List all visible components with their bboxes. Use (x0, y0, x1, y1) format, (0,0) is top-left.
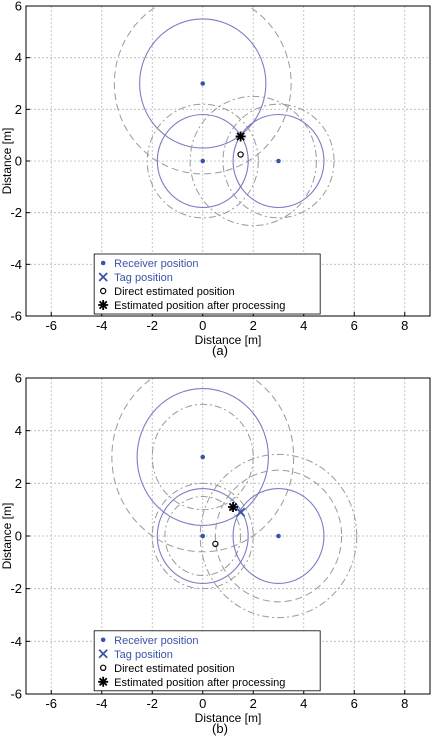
range-circle-dashdot (146, 103, 259, 219)
legend-box (93, 630, 321, 692)
range-circle-solid (139, 18, 267, 149)
range-circle-dashdot (189, 95, 317, 227)
legend-label: Estimated position after processing (114, 677, 285, 689)
x-tick-label: 0 (199, 318, 206, 333)
processed-estimate-point (235, 131, 246, 142)
legend-label: Direct estimated position (114, 663, 234, 675)
x-axis-label: Distance [m] (195, 333, 262, 347)
range-circle-solid (156, 488, 249, 584)
x-tick-label: 6 (351, 318, 358, 333)
markers (200, 454, 281, 548)
legend-label: Receiver position (114, 258, 198, 270)
y-tick-label: 4 (15, 50, 22, 65)
x-tick-label: 0 (199, 696, 206, 711)
range-circle-dashed (214, 469, 343, 603)
legend-label: Tag position (114, 272, 173, 284)
y-tick-label: 2 (15, 102, 22, 117)
direct-estimate-point (237, 151, 244, 158)
y-tick-label: 6 (15, 371, 22, 386)
y-axis-label: Distance [m] (0, 128, 14, 195)
x-tick-label: -2 (146, 696, 158, 711)
y-tick-label: -6 (10, 309, 22, 324)
range-circle-solid (232, 488, 325, 584)
range-circle-dashed (113, 6, 292, 175)
y-tick-label: -2 (10, 205, 22, 220)
legend-marker-dot (100, 637, 106, 643)
direct-estimate-point (212, 540, 219, 548)
legend-label: Tag position (114, 649, 173, 661)
receiver-point (200, 454, 206, 460)
range-circle-solid (156, 113, 249, 209)
legend-marker-star (98, 676, 109, 687)
receiver-point (200, 533, 206, 539)
range-circle-dashdot (151, 403, 254, 511)
legend: Receiver position Tag position Direct esti… (93, 630, 321, 692)
range-circle-solid (136, 387, 269, 527)
x-tick-label: 6 (351, 696, 358, 711)
range-circle-dashdot (199, 453, 358, 619)
legend-marker-x (98, 649, 108, 659)
x-tick-label: -4 (96, 696, 108, 711)
range-circle-solid (232, 113, 325, 209)
y-tick-label: -4 (10, 634, 22, 649)
receiver-point (276, 533, 281, 539)
range-circles (113, 6, 335, 227)
y-tick-label: 0 (15, 154, 22, 169)
x-tick-label: 4 (300, 696, 307, 711)
legend-marker-circle (99, 664, 107, 672)
y-tick-label: 0 (15, 529, 22, 544)
receiver-point (200, 158, 206, 164)
range-circle-dashdot (151, 482, 254, 590)
legend-marker-star (98, 300, 109, 310)
x-tick-label: -6 (45, 318, 57, 333)
markers (200, 81, 281, 164)
x-tick-label: -2 (146, 318, 158, 333)
x-tick-label: 2 (250, 696, 257, 711)
panel-caption: (b) (212, 721, 228, 736)
y-tick-label: 2 (15, 476, 22, 491)
legend-marker-circle (99, 287, 107, 295)
x-tick-label: 4 (300, 318, 307, 333)
y-tick-label: 4 (15, 423, 22, 438)
range-circle-dashdot (164, 496, 242, 576)
x-tick-label: 8 (401, 318, 408, 333)
range-circle-dashed (111, 378, 295, 553)
x-tick-label: 8 (401, 696, 408, 711)
y-tick-label: -4 (10, 257, 22, 272)
legend-label: Receiver position (114, 635, 198, 647)
panel-caption: (a) (212, 343, 228, 358)
y-tick-label: -2 (10, 581, 22, 596)
x-tick-label: -6 (45, 696, 57, 711)
receiver-point (200, 81, 206, 86)
range-circle-dashdot (222, 103, 335, 219)
range-circles (111, 378, 358, 619)
legend-marker-x (98, 272, 108, 282)
processed-estimate-point (228, 502, 239, 513)
x-tick-label: 2 (250, 318, 257, 333)
x-tick-label: -4 (96, 318, 108, 333)
panel-b: -6 -4 -2 0 2 4 6 8 -6 -4 -2 0 2 4 6 Distance [m] Distanc… (0, 371, 431, 736)
legend-marker-dot (100, 260, 106, 266)
y-tick-label: 6 (15, 0, 22, 14)
y-tick-label: -6 (10, 687, 22, 702)
legend-label: Direct estimated position (114, 286, 234, 298)
x-axis-label: Distance [m] (195, 711, 262, 725)
tag-point (235, 507, 246, 517)
y-axis-label: Distance [m] (0, 503, 14, 570)
legend-label: Estimated position after processing (114, 300, 285, 312)
legend-box (93, 253, 321, 315)
panel-a: -6 -4 -2 0 2 4 6 8 -6 -4 -2 0 2 4 6 Distance [m] Distanc… (0, 0, 431, 358)
legend: Receiver position Tag position Direct esti… (93, 253, 321, 315)
receiver-point (276, 158, 281, 164)
